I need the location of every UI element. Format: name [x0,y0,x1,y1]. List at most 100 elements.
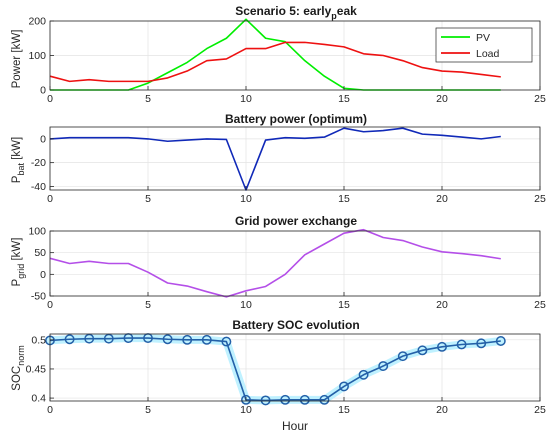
soc-ticks: 0 5 10 15 20 25 0.5 0.45 0.4 [26,334,546,416]
grid-power-y-tick-label: 0 [40,269,46,281]
grid-power-x-tick-label: 0 [47,299,53,311]
battery-power-x-tick-label: 0 [47,193,53,205]
soc-marker [378,361,389,371]
soc-x-tick-label: 25 [534,404,546,416]
soc-marker [182,334,193,345]
soc-marker [241,394,251,405]
load-series-line [49,41,501,83]
power-legend: PV Load [435,27,533,63]
power-y-tick-label: 100 [28,50,46,62]
soc-ylabel-sub: norm [16,345,26,366]
battery-ylabel-main: P [11,175,23,183]
battery-power-y-tick-label: 0 [40,133,46,145]
soc-marker [221,336,232,347]
soc-marker [64,334,75,345]
grid-ylabel-main: P [11,278,23,286]
power-title-tail: eak [337,4,357,18]
soc-marker [339,381,349,392]
power-y-tick-label: 200 [28,16,46,28]
power-x-tick-label: 10 [240,93,252,105]
soc-y-tick-label: 0.45 [26,363,47,375]
soc-marker [299,394,310,405]
battery-power-axes-box [49,126,541,191]
soc-marker [260,395,271,406]
power-y-tick-label: 0 [40,85,46,97]
panel-battery-power: Battery power (optimum) Pbat [kW] 0 5 10 15… [11,112,546,205]
grid-power-chart-title: Grid power exchange [235,214,357,228]
power-series [49,18,501,91]
soc-x-tick-label: 5 [145,404,151,416]
grid-power-axes-box [49,230,541,297]
grid-power-x-tick-label: 10 [240,299,252,311]
grid-ylabel-sub: grid [16,264,26,279]
x-axis-label: Hour [282,419,308,433]
soc-marker [319,394,330,405]
soc-marker [103,333,114,344]
soc-marker [280,394,291,405]
legend-pv-label: PV [476,32,490,44]
soc-ylabel-main: SOC [11,366,23,391]
power-x-tick-label: 5 [145,93,151,105]
battery-power-x-tick-label: 25 [534,193,546,205]
soc-x-tick-label: 15 [338,404,350,416]
soc-axes-box [49,333,541,402]
battery-ylabel-tail: [kW] [11,137,23,163]
soc-x-tick-label: 20 [436,404,448,416]
battery-ylabel-sub: bat [16,163,26,176]
soc-marker [417,345,428,356]
battery-power-y-axis-label: Pbat [kW] [11,137,26,183]
battery-power-chart-title: Battery power (optimum) [225,112,367,126]
soc-marker [84,333,95,344]
soc-y-tick-label: 0.4 [31,393,46,405]
grid-power-x-tick-label: 15 [338,299,350,311]
battery-power-x-tick-label: 20 [436,193,448,205]
soc-marker [397,351,408,362]
grid-power-x-tick-label: 5 [145,299,151,311]
soc-marker [358,369,369,380]
power-title-sub: p [331,11,337,21]
soc-marker [456,339,467,350]
soc-x-tick-label: 0 [47,404,53,416]
power-x-tick-label: 0 [47,93,53,105]
grid-power-y-tick-label: 50 [34,247,46,259]
power-y-axis-label: Power [kW] [11,30,23,89]
soc-chart-title: Battery SOC evolution [232,318,359,332]
battery-power-x-tick-label: 15 [338,193,350,205]
soc-marker [162,334,173,345]
power-x-tick-label: 15 [338,93,350,105]
grid-ylabel-tail: [kW] [11,238,23,264]
soc-y-tick-label: 0.5 [31,334,46,346]
grid-power-series [49,228,501,298]
battery-power-gridlines [49,127,541,190]
pv-series-line [50,18,501,91]
soc-marker [476,338,487,349]
power-chart-title: Scenario 5: earlypeak [235,4,357,21]
power-x-tick-label: 25 [534,93,546,105]
soc-marker [437,341,447,352]
power-ticks: 0 5 10 15 20 25 0 100 200 [28,16,546,106]
grid-power-x-tick-label: 25 [534,299,546,311]
panel-power: Scenario 5: earlypeak Power [kW] 0 5 10 15 2… [11,4,546,105]
grid-power-y-tick-label: -50 [31,291,46,303]
grid-power-y-axis-label: Pgrid [kW] [11,238,26,287]
battery-power-series-line [49,127,501,191]
soc-marker [201,334,212,345]
legend-box [435,27,533,63]
battery-power-y-tick-label: -20 [31,157,46,169]
grid-power-series-line [49,228,501,298]
panel-grid-power: Grid power exchange Pgrid [kW] 0 5 10 15 20 2… [11,214,546,311]
power-title-main: Scenario 5: early [235,4,331,18]
grid-power-y-tick-label: 100 [28,226,46,238]
soc-marker [495,336,506,346]
power-x-tick-label: 20 [436,93,448,105]
soc-series-line [49,337,501,402]
grid-power-x-tick-label: 20 [436,299,448,311]
battery-power-x-tick-label: 5 [145,193,151,205]
battery-power-x-tick-label: 10 [240,193,252,205]
battery-power-series [49,127,501,191]
soc-x-tick-label: 10 [240,404,252,416]
legend-load-label: Load [476,48,500,60]
soc-y-axis-label: SOCnorm [11,345,26,390]
